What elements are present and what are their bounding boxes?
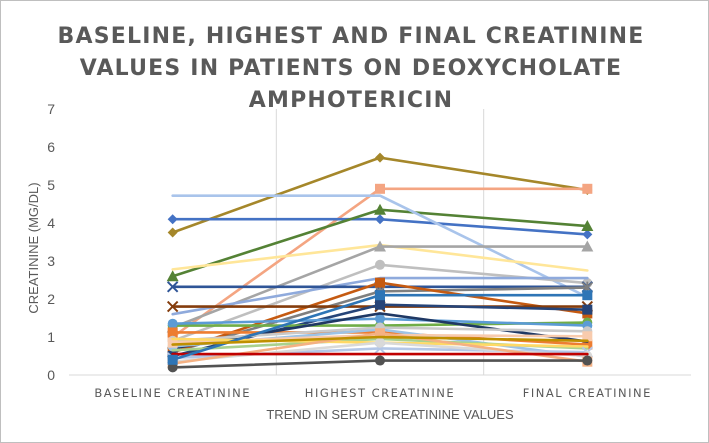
data-point [582, 229, 593, 240]
data-point [582, 355, 593, 366]
y-tick-label: 2 [47, 291, 55, 307]
x-tick-label: FINAL CREATININE [523, 386, 652, 400]
data-point [167, 327, 178, 338]
series [171, 335, 589, 346]
data-point [581, 240, 594, 252]
data-point [167, 354, 178, 365]
data-point [375, 152, 385, 163]
y-tick-label: 4 [47, 215, 55, 231]
data-point [167, 337, 178, 348]
data-point [166, 300, 179, 313]
y-tick-label: 6 [47, 139, 55, 155]
data-point [582, 183, 593, 194]
series [167, 214, 593, 240]
data-point [375, 337, 385, 348]
data-point [167, 227, 178, 238]
chart-title: BASELINE, HIGHEST AND FINAL CREATININE V… [57, 24, 645, 113]
data-point [375, 313, 385, 324]
data-point [375, 277, 385, 288]
data-point [582, 304, 593, 315]
data-point [582, 331, 593, 342]
series-line [171, 335, 589, 346]
data-point [375, 183, 385, 194]
y-axis-title: CREATININE (MG/DL) [26, 182, 41, 313]
y-tick-label: 3 [47, 253, 55, 269]
y-tick-label: 1 [47, 329, 55, 345]
data-point [375, 259, 385, 270]
series [166, 203, 594, 282]
x-tick-label: BASELINE CREATININE [94, 386, 251, 400]
data-point [167, 362, 178, 373]
series [167, 355, 593, 373]
data-point [582, 290, 593, 301]
data-point [375, 290, 385, 301]
y-tick-label: 5 [47, 177, 55, 193]
data-point [375, 299, 385, 310]
data-point [581, 220, 594, 232]
x-axis-title: TREND IN SERUM CREATININE VALUES [266, 407, 514, 422]
data-point [582, 339, 593, 350]
series [167, 290, 593, 365]
data-point [166, 270, 179, 282]
data-point [167, 318, 178, 329]
data-point [167, 214, 178, 225]
data-point [375, 214, 385, 225]
data-point [375, 355, 385, 366]
y-tick-label: 7 [47, 101, 55, 117]
data-point [375, 328, 385, 339]
data-point [374, 203, 386, 215]
y-tick-label: 0 [47, 367, 55, 383]
data-point [166, 281, 179, 293]
x-tick-label: HIGHEST CREATININE [305, 386, 455, 400]
data-point [374, 240, 386, 252]
